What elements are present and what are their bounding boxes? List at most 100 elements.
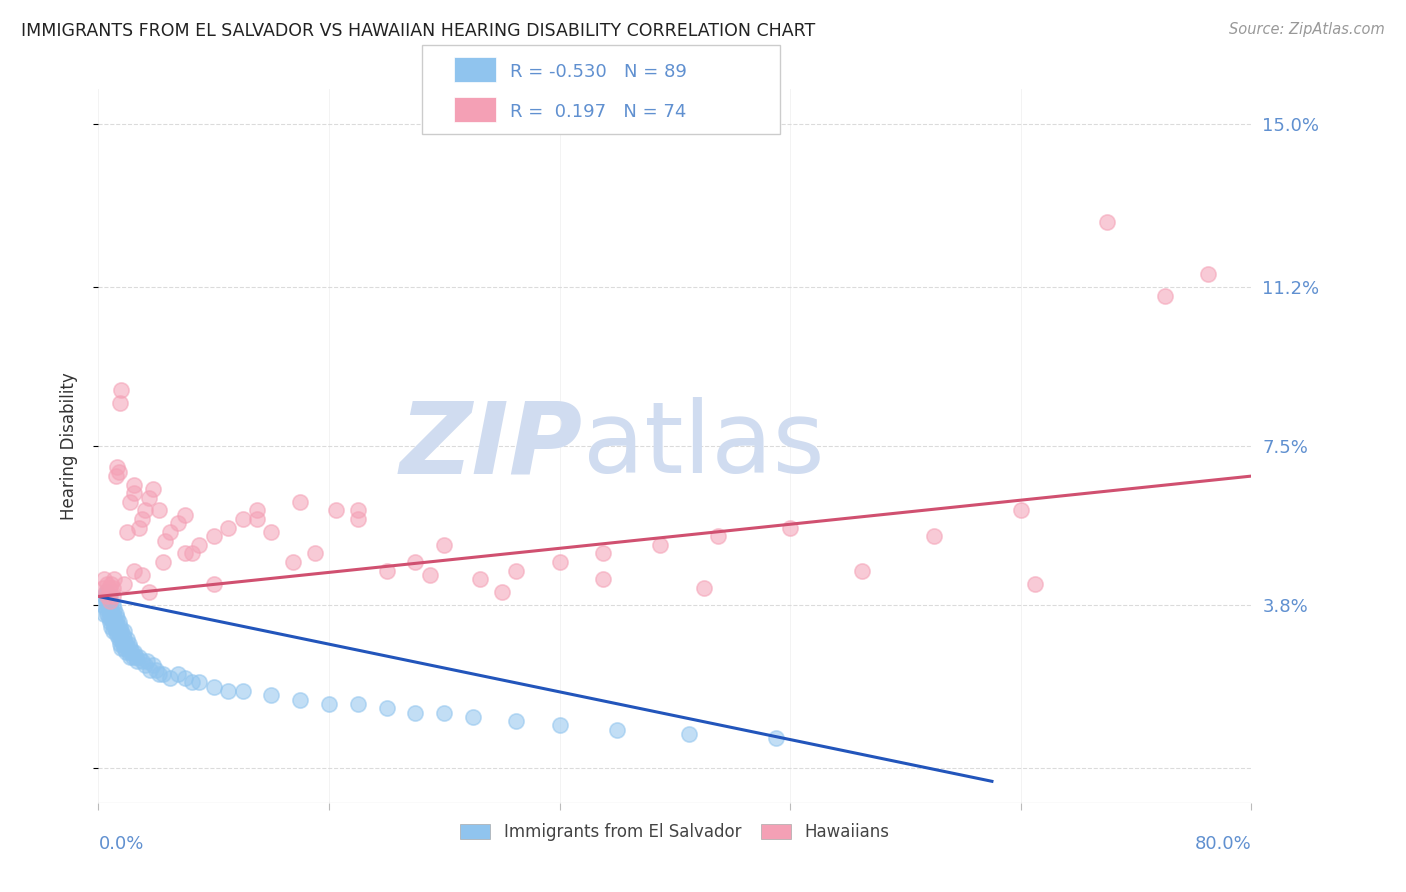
Point	[93, 607, 115, 621]
Point	[217, 684, 239, 698]
Point	[290, 692, 312, 706]
Point	[592, 572, 614, 586]
Point	[851, 564, 873, 578]
Point	[110, 624, 132, 638]
Point	[101, 615, 124, 630]
Point	[650, 538, 672, 552]
Point	[110, 383, 132, 397]
Point	[91, 598, 114, 612]
Point	[202, 576, 225, 591]
Point	[202, 680, 225, 694]
Point	[148, 666, 170, 681]
Point	[112, 624, 135, 638]
Point	[290, 495, 312, 509]
Point	[122, 649, 145, 664]
Point	[765, 731, 787, 746]
Point	[138, 491, 160, 505]
Point	[96, 590, 118, 604]
Point	[101, 607, 124, 621]
Point	[202, 529, 225, 543]
Text: Source: ZipAtlas.com: Source: ZipAtlas.com	[1229, 22, 1385, 37]
Point	[491, 585, 513, 599]
Point	[470, 572, 492, 586]
Point	[100, 619, 122, 633]
Point	[104, 469, 127, 483]
Point	[139, 663, 162, 677]
Point	[153, 533, 176, 548]
Point	[152, 666, 174, 681]
Point	[461, 710, 484, 724]
Text: 0.0%: 0.0%	[98, 835, 143, 853]
Text: ZIP: ZIP	[399, 398, 582, 494]
Point	[97, 611, 120, 625]
Point	[107, 465, 129, 479]
Point	[231, 512, 254, 526]
Point	[94, 602, 117, 616]
Point	[124, 564, 146, 578]
Point	[1010, 503, 1032, 517]
Point	[260, 689, 283, 703]
Point	[405, 706, 427, 720]
Point	[505, 564, 527, 578]
Point	[114, 645, 136, 659]
Y-axis label: Hearing Disability: Hearing Disability	[59, 372, 77, 520]
Point	[104, 607, 127, 621]
Point	[505, 714, 527, 728]
Point	[346, 503, 368, 517]
Point	[1197, 267, 1219, 281]
Point	[548, 718, 571, 732]
Point	[98, 590, 121, 604]
Point	[105, 628, 128, 642]
Legend: Immigrants from El Salvador, Hawaiians: Immigrants from El Salvador, Hawaiians	[454, 817, 896, 848]
Point	[103, 572, 125, 586]
Point	[152, 555, 174, 569]
Point	[108, 619, 131, 633]
Point	[103, 602, 125, 616]
Point	[433, 538, 456, 552]
Point	[405, 555, 427, 569]
Point	[260, 524, 283, 539]
Point	[118, 637, 141, 651]
Point	[101, 598, 124, 612]
Point	[105, 611, 128, 625]
Point	[114, 637, 136, 651]
Point	[231, 684, 254, 698]
Point	[108, 396, 131, 410]
Point	[103, 619, 125, 633]
Point	[104, 624, 127, 638]
Point	[97, 593, 120, 607]
Point	[346, 697, 368, 711]
Point	[120, 641, 142, 656]
Point	[131, 654, 153, 668]
Point	[93, 590, 115, 604]
Point	[174, 671, 197, 685]
Point	[111, 637, 134, 651]
Point	[188, 675, 211, 690]
Point	[134, 658, 156, 673]
Point	[112, 576, 135, 591]
Point	[98, 598, 121, 612]
Text: R =  0.197   N = 74: R = 0.197 N = 74	[510, 103, 686, 120]
Point	[93, 572, 115, 586]
Point	[94, 593, 117, 607]
Point	[112, 641, 135, 656]
Point	[678, 727, 700, 741]
Point	[1154, 288, 1177, 302]
Point	[281, 555, 304, 569]
Point	[110, 632, 132, 647]
Point	[96, 576, 118, 591]
Point	[136, 654, 159, 668]
Point	[91, 581, 114, 595]
Point	[101, 590, 124, 604]
Point	[101, 624, 124, 638]
Point	[148, 503, 170, 517]
Point	[94, 585, 117, 599]
Point	[124, 486, 146, 500]
Text: 80.0%: 80.0%	[1195, 835, 1251, 853]
Text: R = -0.530   N = 89: R = -0.530 N = 89	[510, 62, 688, 80]
Point	[105, 619, 128, 633]
Point	[117, 641, 139, 656]
Point	[96, 607, 118, 621]
Point	[548, 555, 571, 569]
Point	[104, 615, 127, 630]
